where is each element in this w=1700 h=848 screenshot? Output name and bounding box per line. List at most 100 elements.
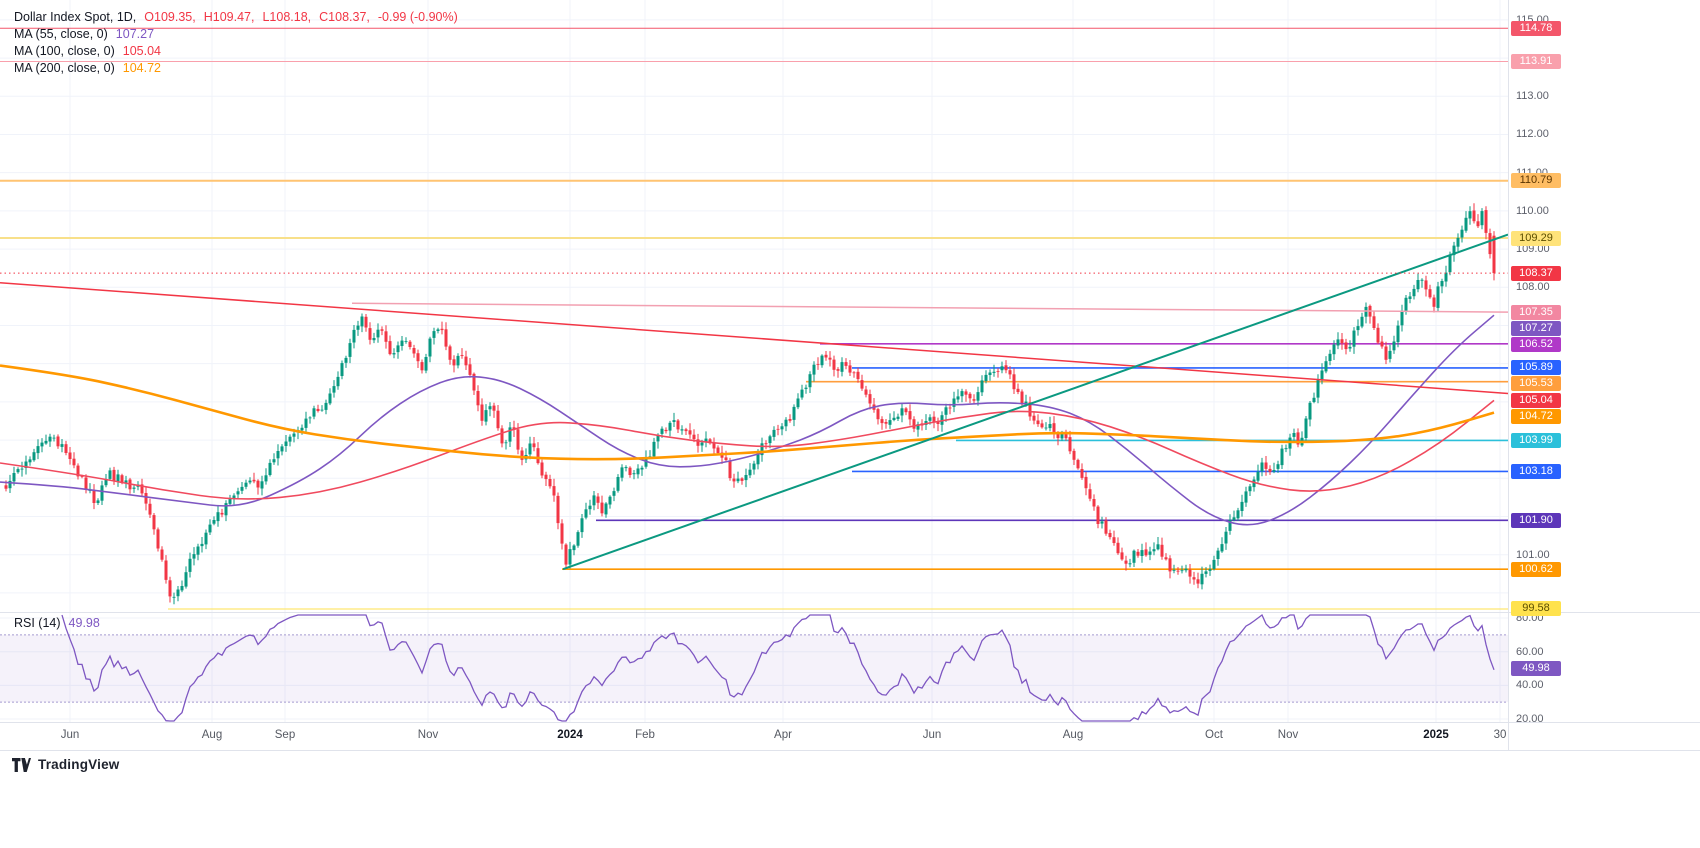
ma100-legend-row[interactable]: MA (100, close, 0) 105.04: [14, 44, 458, 61]
time-label-2025: 2025: [1423, 729, 1449, 741]
tradingview-logo-icon[interactable]: [12, 757, 31, 772]
price-tick-113.00: 113.00: [1516, 90, 1549, 103]
ma200-label: MA (200, close, 0): [14, 61, 115, 75]
time-axis[interactable]: Jun Aug Sep Nov 2024 Feb Apr Jun Aug Oct Nov 2025 30: [0, 722, 1508, 750]
candle: [1012, 368, 1016, 394]
candle: [452, 355, 456, 373]
time-axis-separator: [0, 722, 1700, 723]
ascending-trendline-green[interactable]: [562, 233, 1509, 571]
ma-100-line[interactable]: [0, 399, 1495, 500]
candle: [1428, 284, 1432, 299]
trendlines-layer[interactable]: [0, 233, 1509, 571]
candle: [748, 463, 752, 478]
candle: [788, 414, 792, 423]
candle: [96, 498, 100, 505]
candle: [812, 361, 816, 382]
candle: [900, 402, 904, 423]
symbol-legend-row[interactable]: Dollar Index Spot, 1D, O109.35, H109.47,…: [14, 10, 458, 27]
candle: [524, 448, 528, 463]
candle: [784, 417, 788, 432]
candle: [1096, 505, 1100, 529]
rsi-legend-row[interactable]: RSI (14) 49.98: [14, 616, 100, 630]
candle: [1040, 419, 1044, 429]
time-label-Nov: Nov: [1277, 729, 1299, 741]
tradingview-wordmark[interactable]: TradingView: [38, 757, 120, 772]
candle: [632, 470, 636, 480]
candle: [72, 452, 76, 469]
candle: [1252, 476, 1256, 492]
candle: [344, 355, 348, 368]
candle: [208, 519, 212, 535]
candle: [1340, 333, 1344, 350]
candle: [364, 314, 368, 332]
candle: [564, 543, 568, 568]
descending-trendline-pink[interactable]: [351, 302, 1509, 313]
ma55-legend-row[interactable]: MA (55, close, 0) 107.27: [14, 27, 458, 44]
candle: [1264, 456, 1268, 476]
candle: [212, 516, 216, 526]
candle: [1324, 356, 1328, 374]
ma-200-line[interactable]: [0, 364, 1495, 461]
candle: [244, 479, 248, 490]
candle: [360, 313, 364, 333]
candle: [1008, 366, 1012, 380]
candle: [1204, 567, 1208, 578]
candle: [992, 364, 996, 377]
descending-trendline-red[interactable]: [0, 281, 1509, 395]
price-label-113.91: 113.91: [1511, 54, 1561, 69]
ohlc-change: -0.99 (-0.90%): [377, 10, 458, 24]
candle: [420, 359, 424, 374]
ma200-legend-row[interactable]: MA (200, close, 0) 104.72: [14, 61, 458, 78]
candle: [1240, 494, 1244, 517]
candle: [1424, 275, 1428, 297]
candle: [64, 440, 68, 456]
price-label-109.29: 109.29: [1511, 230, 1561, 246]
candle: [1352, 327, 1356, 354]
candle: [468, 358, 472, 378]
candle: [104, 474, 108, 488]
candle: [156, 527, 160, 552]
moving-averages-layer[interactable]: [0, 314, 1495, 526]
price-label-103.99: 103.99: [1511, 432, 1561, 448]
candle: [56, 434, 60, 449]
rsi-layer[interactable]: [61, 613, 1495, 722]
candle: [600, 495, 604, 517]
candle: [1364, 302, 1368, 324]
time-label-Nov: Nov: [417, 729, 439, 741]
price-axis[interactable]: 115.00113.00112.00111.00110.00109.00108.…: [1508, 0, 1699, 750]
candle: [924, 414, 928, 430]
ohlc-close: C108.37,: [319, 10, 370, 24]
candle: [968, 392, 972, 404]
candlestick-series[interactable]: [4, 203, 1496, 605]
candle: [1368, 304, 1372, 324]
pane-separator[interactable]: [0, 612, 1700, 613]
candle: [1116, 537, 1120, 555]
rsi-line[interactable]: [61, 613, 1495, 722]
candle: [432, 327, 436, 345]
candle: [568, 541, 572, 569]
candle: [596, 493, 600, 509]
candle: [1396, 320, 1400, 348]
candle: [124, 475, 128, 489]
candle: [204, 529, 208, 550]
candle: [604, 502, 608, 518]
price-label-106.52: 106.52: [1511, 336, 1561, 352]
candle: [92, 484, 96, 510]
candle: [152, 513, 156, 535]
candle: [68, 447, 72, 465]
candle: [976, 386, 980, 406]
candle: [44, 434, 48, 445]
price-label-110.79: 110.79: [1511, 173, 1561, 189]
candle: [76, 463, 80, 480]
ma-55-line[interactable]: [0, 314, 1495, 526]
candle: [308, 416, 312, 424]
candle: [932, 411, 936, 429]
candle: [828, 351, 832, 367]
candle: [572, 544, 576, 556]
candle: [1184, 564, 1188, 573]
candle: [964, 389, 968, 402]
candle: [264, 468, 268, 485]
price-label-107.35: 107.35: [1511, 304, 1561, 320]
